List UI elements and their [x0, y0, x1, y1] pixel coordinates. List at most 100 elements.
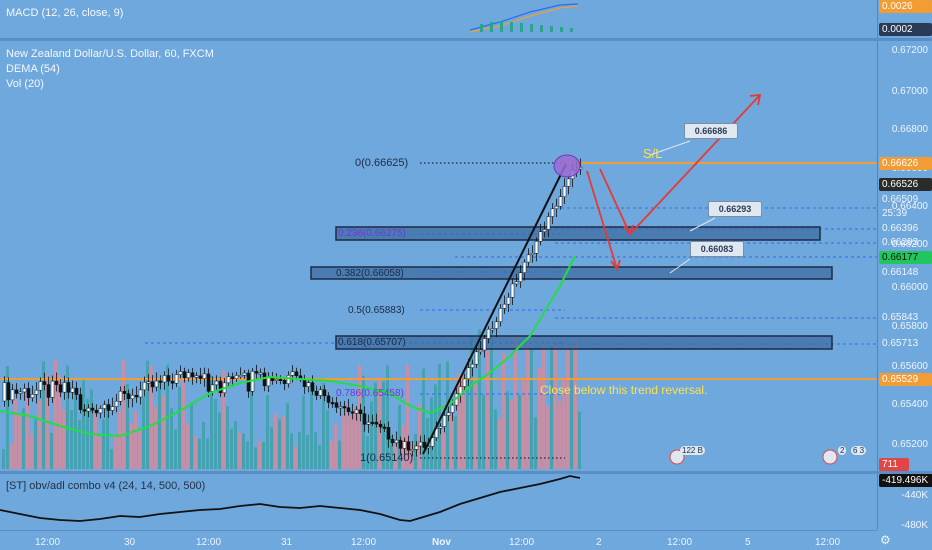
- volume-bar: [162, 395, 165, 469]
- candle-up: [154, 380, 159, 388]
- candle-up: [110, 406, 115, 411]
- volume-bar: [258, 441, 261, 469]
- volume-bar: [458, 374, 461, 469]
- volume-bar: [326, 410, 329, 469]
- candle-up: [478, 349, 483, 353]
- price-axis[interactable]: 0.67200 0.67000 0.66800 0.66600 0.66400 …: [877, 41, 932, 471]
- volume-bars: [2, 329, 581, 469]
- candle-up: [130, 394, 135, 399]
- volume-bar: [466, 376, 469, 469]
- macd-axis[interactable]: 0.0026 0.0002: [877, 0, 932, 38]
- volume-bar: [114, 434, 117, 469]
- candle-up: [102, 404, 107, 409]
- volume-bar: [486, 350, 489, 469]
- countdown-tag: 25:39: [882, 208, 908, 219]
- candle-down: [58, 384, 63, 393]
- candle-up: [202, 373, 207, 379]
- fib-label-236: 0.236(0.66275): [338, 228, 406, 239]
- event-badge-3[interactable]: 6 3: [851, 446, 867, 455]
- price-tick: 0.66400: [891, 201, 928, 212]
- obv-tag: -419.496K: [879, 474, 932, 487]
- callout-target[interactable]: 0.66686: [684, 123, 738, 139]
- symbol-title: New Zealand Dollar/U.S. Dollar, 60, FXCM: [6, 48, 214, 60]
- price-tick: 0.65200: [891, 439, 928, 450]
- volume-bar: [42, 361, 45, 469]
- settings-icon[interactable]: ⚙: [880, 533, 891, 547]
- volume-bar: [50, 432, 53, 469]
- candle-up: [366, 421, 371, 425]
- volume-bar: [382, 381, 385, 469]
- event-badge-2[interactable]: 2: [838, 446, 847, 455]
- volume-bar: [530, 349, 533, 469]
- candle-down: [346, 407, 351, 412]
- obv-pane[interactable]: [ST] obv/adl combo v4 (24, 14, 500, 500): [0, 474, 877, 530]
- candle-up: [2, 382, 7, 402]
- volume-bar: [18, 415, 21, 469]
- candle-up: [394, 439, 399, 444]
- volume-bar: [306, 435, 309, 469]
- volume-bar: [26, 392, 29, 469]
- candle-down: [282, 379, 287, 384]
- volume-bar: [170, 408, 173, 469]
- macd-pane[interactable]: MACD (12, 26, close, 9): [0, 0, 877, 38]
- candle-up: [178, 371, 183, 375]
- candle-up: [470, 363, 475, 368]
- volume-bar: [298, 431, 301, 469]
- pane-separator[interactable]: [0, 471, 932, 474]
- candle-up: [70, 387, 75, 393]
- volume-bar: [82, 380, 85, 469]
- candle-down: [378, 423, 383, 428]
- candle-up: [114, 400, 119, 407]
- candle-down: [74, 387, 79, 395]
- volume-bar: [566, 349, 569, 469]
- volume-bar: [34, 419, 37, 469]
- obv-axis[interactable]: -419.496K -440K -480K: [877, 474, 932, 531]
- time-tick: 31: [281, 537, 293, 548]
- candle-down: [182, 371, 187, 379]
- volume-bar: [574, 341, 577, 469]
- volume-bar: [506, 391, 509, 469]
- fib-zone-382: [310, 266, 833, 280]
- candle-up: [506, 297, 511, 305]
- candle-down: [106, 404, 111, 411]
- volume-bar: [222, 370, 225, 469]
- price-plot: [0, 93, 877, 469]
- volume-bar: [90, 389, 93, 469]
- volume-bar: [54, 359, 57, 469]
- time-tick: 12:00: [196, 537, 222, 548]
- volume-bar: [246, 441, 249, 469]
- volume-bar: [354, 409, 357, 469]
- volume-bar: [558, 401, 561, 469]
- callout-entry-1[interactable]: 0.66293: [708, 201, 762, 217]
- candle-up: [534, 241, 539, 254]
- volume-bar: [78, 419, 81, 469]
- macd-legend: MACD (12, 26, close, 9): [6, 7, 124, 19]
- event-badge-1[interactable]: 122 B: [680, 446, 705, 455]
- candle-down: [158, 380, 163, 383]
- candle-down: [322, 389, 327, 397]
- callout-entry-2[interactable]: 0.66083: [690, 241, 744, 257]
- pane-separator[interactable]: [0, 38, 932, 41]
- volume-bar: [174, 429, 177, 469]
- candle-up: [522, 261, 527, 273]
- candle-up: [290, 371, 295, 376]
- volume-bar: [546, 406, 549, 469]
- volume-bar: [274, 414, 277, 469]
- candle-down: [126, 393, 131, 399]
- volume-bar: [178, 386, 181, 469]
- volume-bar: [58, 375, 61, 469]
- top-ellipse: [553, 154, 581, 178]
- volume-bar: [130, 423, 133, 469]
- candle-up: [490, 328, 495, 331]
- candle-up: [118, 390, 123, 402]
- candle-up: [518, 272, 523, 282]
- price-pane[interactable]: New Zealand Dollar/U.S. Dollar, 60, FXCM…: [0, 41, 877, 471]
- volume-bar: [22, 408, 25, 469]
- volume-bar: [518, 394, 521, 469]
- candle-up: [442, 415, 447, 427]
- volume-bar: [206, 438, 209, 469]
- volume-bar: [482, 394, 485, 469]
- candle-up: [30, 394, 35, 398]
- volume-bar: [390, 435, 393, 469]
- time-axis[interactable]: [0, 530, 877, 550]
